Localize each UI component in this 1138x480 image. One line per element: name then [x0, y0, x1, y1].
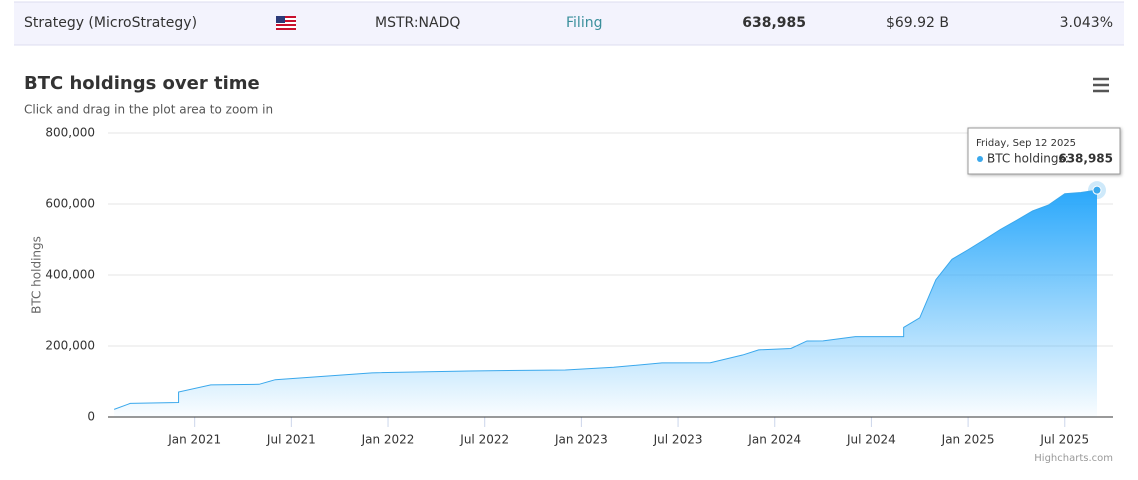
- x-tick-label: Jan 2024: [747, 433, 801, 447]
- ticker: MSTR:NADQ: [375, 15, 460, 31]
- tooltip-value: 638,985: [1058, 152, 1113, 166]
- y-tick-label: 800,000: [45, 126, 95, 140]
- btc-count: 638,985: [742, 15, 806, 31]
- us-flag: [276, 16, 296, 30]
- area-fill: [114, 190, 1097, 417]
- x-tick-label: Jul 2022: [459, 433, 509, 447]
- series-line: [113, 189, 1098, 410]
- tooltip-box: [967, 127, 1121, 175]
- tooltip-dot: [977, 156, 983, 162]
- y-tick-label: 600,000: [45, 197, 95, 211]
- x-tick-label: Jul 2024: [846, 433, 896, 447]
- x-tick-label: Jan 2022: [361, 433, 415, 447]
- tooltip-date: Friday, Sep 12 2025: [976, 138, 1076, 149]
- x-tick-label: Jul 2025: [1039, 433, 1089, 447]
- y-axis-label: BTC holdings: [30, 236, 44, 314]
- credits[interactable]: Highcharts.com: [1034, 453, 1113, 464]
- tooltip: Friday, Sep 12 2025 BTC holdings:638,985: [967, 127, 1121, 175]
- hover-point: [1092, 185, 1102, 195]
- y-tick-label: 400,000: [45, 268, 95, 282]
- menu-button[interactable]: [1093, 77, 1109, 93]
- supply-share: 3.043%: [1060, 15, 1113, 31]
- x-tick-label: Jan 2021: [167, 433, 221, 447]
- holding-value: $69.92 B: [886, 15, 949, 31]
- y-tick-label: 200,000: [45, 339, 95, 353]
- filing-link[interactable]: Filing: [566, 15, 602, 31]
- x-tick-label: Jul 2021: [266, 433, 316, 447]
- y-tick-label: 0: [87, 410, 95, 424]
- chart-title: BTC holdings over time: [24, 73, 260, 94]
- tooltip-label: BTC holdings:: [987, 152, 1069, 166]
- chart-subtitle: Click and drag in the plot area to zoom …: [24, 103, 273, 117]
- x-tick-label: Jul 2023: [653, 433, 703, 447]
- x-tick-label: Jan 2025: [941, 433, 995, 447]
- company-name: Strategy (MicroStrategy): [24, 15, 197, 31]
- x-tick-label: Jan 2023: [554, 433, 608, 447]
- table-row: [14, 2, 1124, 45]
